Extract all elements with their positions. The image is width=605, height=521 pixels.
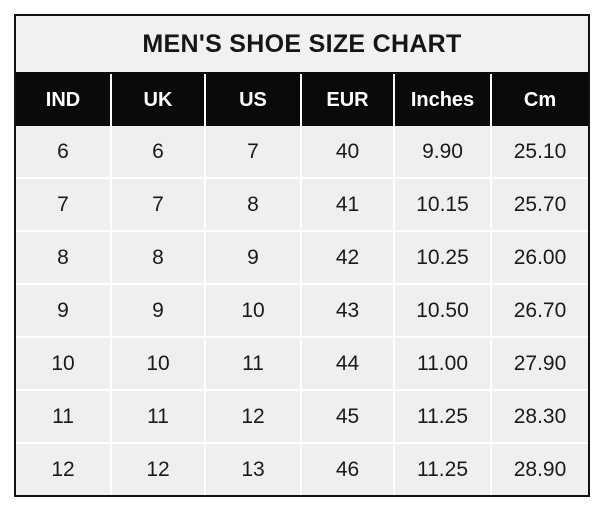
table-body: 6 6 7 40 9.90 25.10 7 7 8 41 10.15 25.70… — [16, 126, 588, 495]
column-header-eur: EUR — [302, 74, 395, 126]
column-header-cm: Cm — [492, 74, 588, 126]
cell-ind: 8 — [16, 232, 112, 283]
cell-uk: 9 — [112, 285, 206, 336]
cell-eur: 41 — [302, 179, 395, 230]
size-chart-table: MEN'S SHOE SIZE CHART IND UK US EUR Inch… — [14, 14, 590, 497]
cell-inches: 9.90 — [395, 126, 492, 177]
cell-us: 13 — [206, 444, 302, 495]
cell-ind: 6 — [16, 126, 112, 177]
cell-uk: 12 — [112, 444, 206, 495]
table-row: 11 11 12 45 11.25 28.30 — [16, 391, 588, 444]
cell-eur: 46 — [302, 444, 395, 495]
cell-inches: 10.25 — [395, 232, 492, 283]
table-row: 10 10 11 44 11.00 27.90 — [16, 338, 588, 391]
cell-uk: 8 — [112, 232, 206, 283]
cell-uk: 7 — [112, 179, 206, 230]
table-row: 7 7 8 41 10.15 25.70 — [16, 179, 588, 232]
cell-us: 8 — [206, 179, 302, 230]
column-header-us: US — [206, 74, 302, 126]
cell-inches: 11.00 — [395, 338, 492, 389]
table-row: 8 8 9 42 10.25 26.00 — [16, 232, 588, 285]
cell-eur: 40 — [302, 126, 395, 177]
cell-cm: 25.10 — [492, 126, 588, 177]
cell-cm: 25.70 — [492, 179, 588, 230]
column-header-ind: IND — [16, 74, 112, 126]
cell-uk: 10 — [112, 338, 206, 389]
cell-ind: 7 — [16, 179, 112, 230]
cell-ind: 12 — [16, 444, 112, 495]
cell-eur: 45 — [302, 391, 395, 442]
table-row: 6 6 7 40 9.90 25.10 — [16, 126, 588, 179]
cell-eur: 43 — [302, 285, 395, 336]
table-row: 12 12 13 46 11.25 28.90 — [16, 444, 588, 495]
cell-cm: 26.70 — [492, 285, 588, 336]
cell-inches: 11.25 — [395, 391, 492, 442]
cell-cm: 26.00 — [492, 232, 588, 283]
page-title: MEN'S SHOE SIZE CHART — [16, 16, 588, 74]
cell-us: 7 — [206, 126, 302, 177]
cell-ind: 11 — [16, 391, 112, 442]
cell-cm: 28.30 — [492, 391, 588, 442]
cell-ind: 10 — [16, 338, 112, 389]
cell-us: 11 — [206, 338, 302, 389]
column-header-uk: UK — [112, 74, 206, 126]
cell-uk: 6 — [112, 126, 206, 177]
cell-cm: 27.90 — [492, 338, 588, 389]
cell-eur: 44 — [302, 338, 395, 389]
cell-eur: 42 — [302, 232, 395, 283]
table-row: 9 9 10 43 10.50 26.70 — [16, 285, 588, 338]
cell-cm: 28.90 — [492, 444, 588, 495]
cell-inches: 10.50 — [395, 285, 492, 336]
cell-inches: 10.15 — [395, 179, 492, 230]
column-header-inches: Inches — [395, 74, 492, 126]
table-header-row: IND UK US EUR Inches Cm — [16, 74, 588, 126]
cell-us: 9 — [206, 232, 302, 283]
cell-us: 10 — [206, 285, 302, 336]
cell-inches: 11.25 — [395, 444, 492, 495]
cell-us: 12 — [206, 391, 302, 442]
cell-uk: 11 — [112, 391, 206, 442]
cell-ind: 9 — [16, 285, 112, 336]
